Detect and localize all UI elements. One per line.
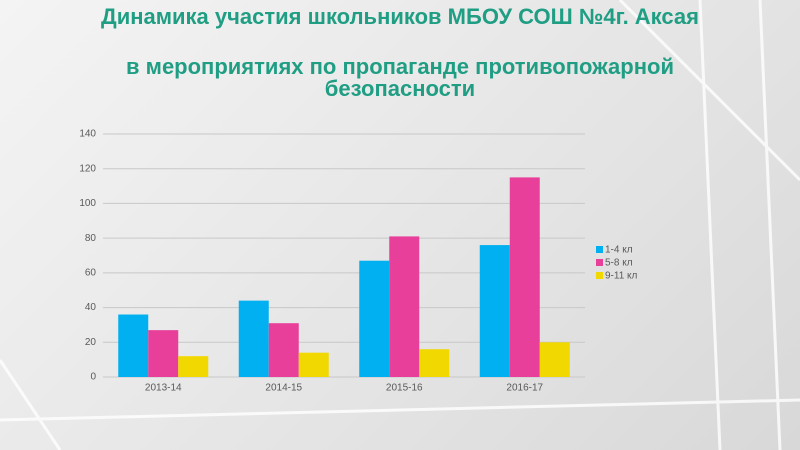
chart-title: в мероприятиях по пропаганде противопожа… [126,54,674,101]
legend-swatch [596,246,603,253]
x-tick-label: 2015-16 [386,383,423,394]
y-tick-label: 40 [85,302,97,313]
bar [238,300,269,377]
y-tick-label: 20 [85,337,97,348]
legend-label: 1-4 кл [605,245,633,256]
legend-label: 9-11 кл [605,271,638,282]
x-tick-label: 2016-17 [506,383,543,394]
bar [178,356,209,377]
y-tick-label: 120 [79,163,96,174]
y-tick-label: 80 [85,233,97,244]
bar [509,177,540,377]
bar [389,236,420,377]
y-tick-label: 60 [85,267,97,278]
legend-swatch [596,259,603,266]
bar [298,352,329,377]
bar [419,349,450,377]
y-tick-label: 0 [90,372,96,383]
y-tick-label: 100 [79,198,96,209]
y-tick-label: 140 [79,129,96,140]
bar [359,260,390,377]
legend-swatch [596,272,603,279]
bar [268,323,299,377]
bar [118,314,149,377]
x-tick-label: 2013-14 [145,383,182,394]
bar [479,245,510,377]
chart-title: Динамика участия школьников МБОУ СОШ №4г… [101,4,699,29]
legend-label: 5-8 кл [605,258,633,269]
bar [539,342,570,377]
bar [148,330,179,377]
x-tick-label: 2014-15 [265,383,302,394]
